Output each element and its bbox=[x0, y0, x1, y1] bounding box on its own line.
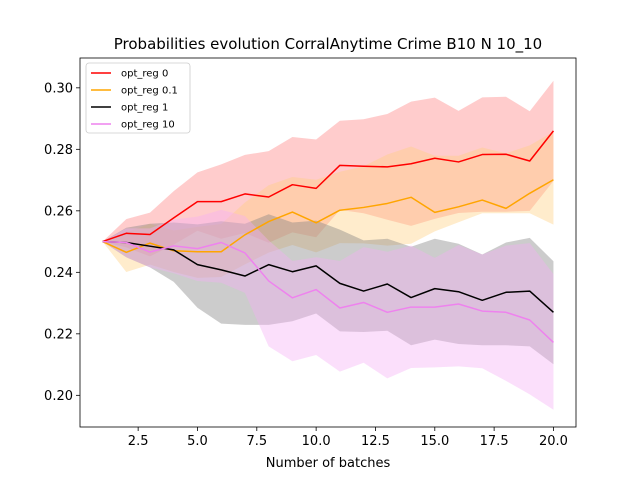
series-lines bbox=[102, 130, 555, 343]
x-tick-label: 12.5 bbox=[361, 434, 390, 449]
x-tick-label: 20.0 bbox=[539, 434, 568, 449]
x-tick-label: 7.5 bbox=[246, 434, 267, 449]
line-series-0 bbox=[102, 130, 555, 243]
line-series-3 bbox=[102, 240, 554, 343]
legend: opt_reg 0 opt_reg 0.1 opt_reg 1 opt_reg 10 bbox=[85, 62, 191, 134]
y-tick-label: 0.26 bbox=[44, 204, 73, 219]
y-tick-label: 0.20 bbox=[44, 389, 73, 404]
legend-label: opt_reg 0 bbox=[121, 69, 168, 80]
y-tick-label: 0.28 bbox=[44, 143, 73, 158]
confidence-bands bbox=[102, 80, 554, 410]
chart-title: Probabilities evolution CorralAnytime Cr… bbox=[114, 35, 542, 54]
legend-box bbox=[85, 62, 191, 134]
legend-label: opt_reg 1 bbox=[121, 103, 168, 114]
x-tick-label: 17.5 bbox=[480, 434, 509, 449]
x-axis-label: Number of batches bbox=[266, 456, 391, 471]
y-tick-label: 0.30 bbox=[44, 81, 73, 96]
legend-items: opt_reg 0 opt_reg 0.1 opt_reg 1 opt_reg 10 bbox=[91, 69, 178, 131]
band-series-1 bbox=[102, 131, 554, 278]
x-axis: 2.5 5.0 7.5 10.0 12.5 15.0 17.5 20.0 bbox=[128, 427, 568, 449]
x-tick-label: 2.5 bbox=[128, 434, 149, 449]
x-tick-label: 15.0 bbox=[420, 434, 449, 449]
line-series-2 bbox=[102, 240, 554, 313]
plot-frame bbox=[79, 57, 577, 428]
y-tick-label: 0.24 bbox=[44, 266, 73, 281]
x-tick-label: 5.0 bbox=[187, 434, 208, 449]
plot-area bbox=[79, 57, 577, 428]
y-tick-label: 0.22 bbox=[44, 327, 73, 342]
x-tick-label: 10.0 bbox=[302, 434, 331, 449]
band-series-3 bbox=[102, 209, 554, 410]
legend-label: opt_reg 10 bbox=[121, 120, 175, 131]
line-series-1 bbox=[102, 179, 554, 254]
band-series-0 bbox=[102, 80, 554, 257]
y-axis: 0.20 0.22 0.24 0.26 0.28 0.30 bbox=[44, 81, 80, 404]
legend-label: opt_reg 0.1 bbox=[121, 86, 178, 97]
